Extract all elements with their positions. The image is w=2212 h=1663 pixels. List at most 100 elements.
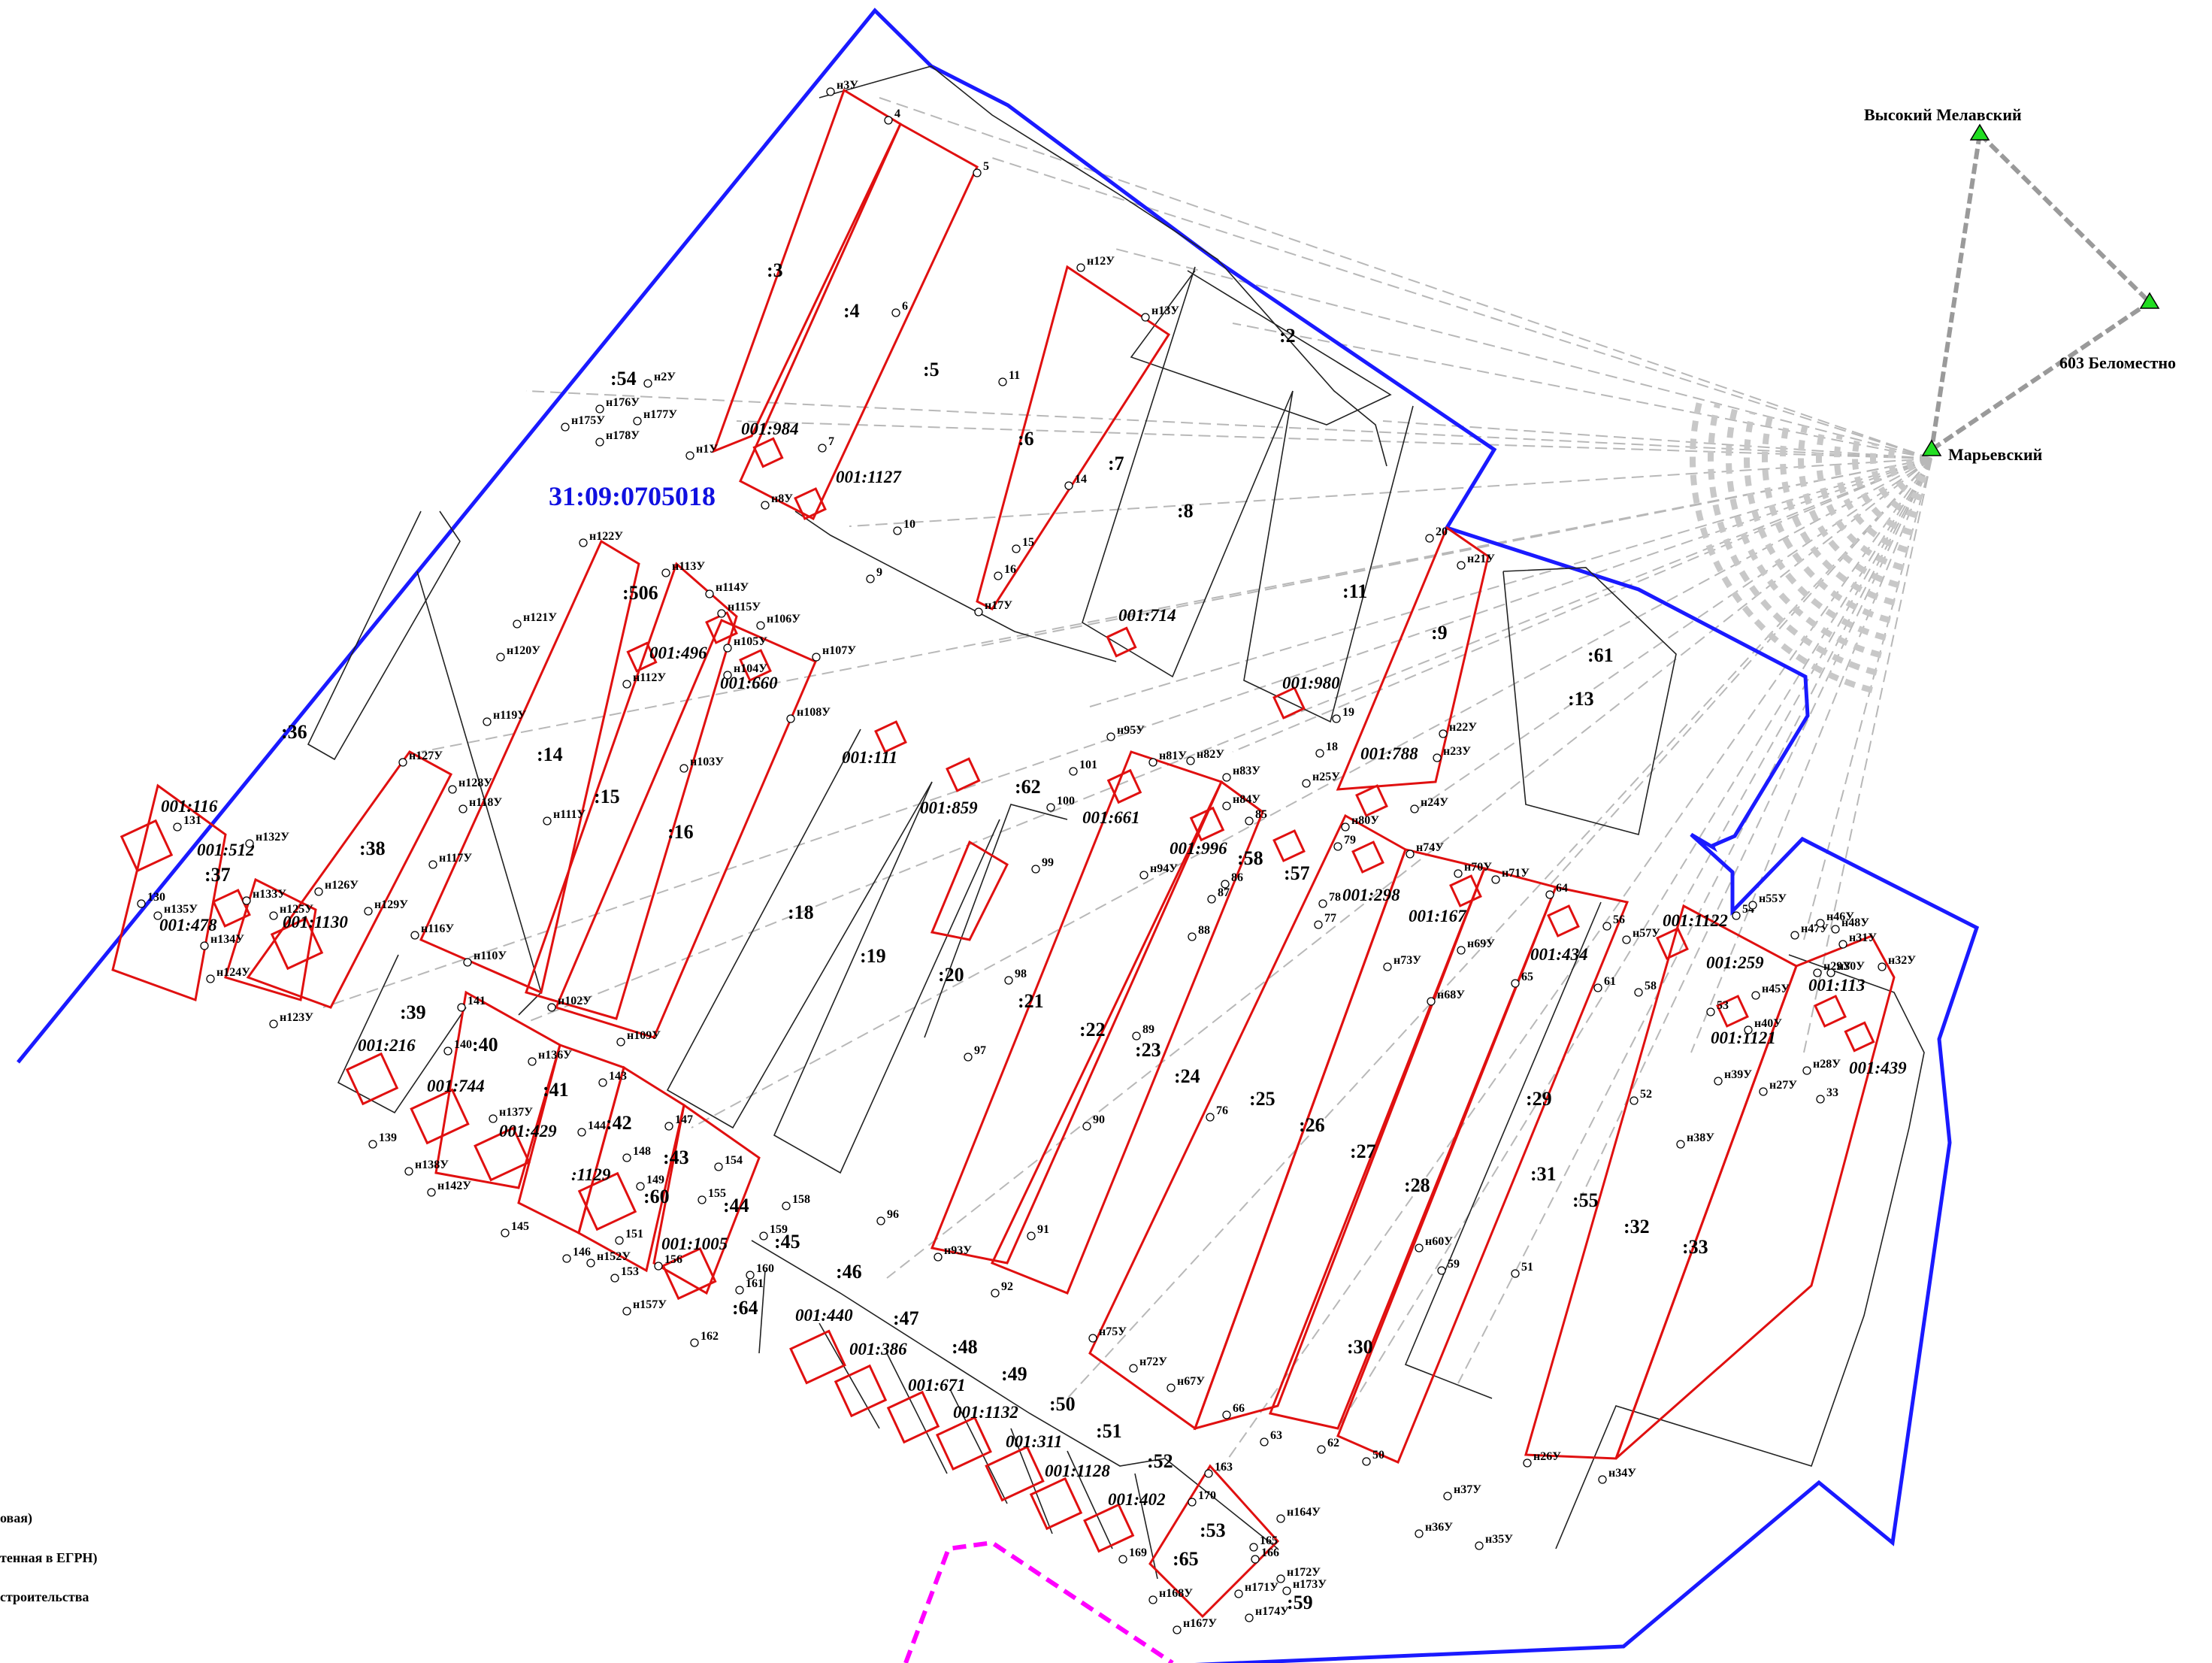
vertex-marker [685, 451, 694, 460]
cadastral-number-label: 001:440 [795, 1306, 853, 1325]
parcel-label: :8 [1177, 500, 1194, 522]
survey-ray [1578, 458, 1932, 1204]
cadastral-number-label: 001:216 [358, 1036, 416, 1055]
parcel-label: :506 [622, 582, 658, 604]
point-label: н25У [1312, 771, 1340, 783]
parcel-label: :29 [1526, 1088, 1552, 1110]
vertex-marker [368, 1140, 377, 1149]
point-label: 144 [588, 1119, 606, 1132]
survey-ray [1457, 458, 1932, 1384]
vertex-marker [991, 1289, 1000, 1298]
survey-ray [525, 390, 1932, 459]
geodetic-point-icon [1969, 123, 1990, 141]
vertex-marker [1602, 922, 1611, 931]
vertex-marker [410, 931, 419, 940]
parcel-label: :21 [1018, 990, 1044, 1012]
vertex-marker [1082, 1122, 1091, 1131]
parcel-label: :32 [1623, 1216, 1650, 1237]
parcel-label: :15 [594, 786, 620, 807]
point-label: н36У [1425, 1521, 1453, 1534]
building-footprints [120, 437, 1875, 1553]
parcel-label: :45 [774, 1231, 800, 1253]
cadastral-number-label: 001:386 [849, 1340, 907, 1359]
point-label: н32У [1888, 954, 1916, 967]
cadastral-number-label: 001:859 [920, 798, 978, 817]
cadastral-number-label: 001:996 [1170, 839, 1227, 858]
geodetic-network [1929, 132, 2152, 452]
point-label: н136У [538, 1049, 572, 1062]
cadastral-number-label: 001:744 [427, 1077, 485, 1095]
survey-arc [1852, 438, 1914, 536]
vertex-marker [1206, 1113, 1215, 1122]
point-label: 19 [1342, 706, 1354, 719]
cadastral-number-label: 001:298 [1342, 886, 1400, 904]
cadastral-number-label: 001:111 [842, 748, 897, 767]
point-label: н106У [767, 613, 800, 626]
vertex-marker [735, 1286, 744, 1295]
point-label: 98 [1015, 968, 1027, 980]
cadastral-number-label: 001:116 [161, 797, 218, 816]
point-label: 162 [701, 1330, 719, 1343]
cadastral-number-labels: 001:984 001:1127 001:714 001:980 001:788 001:… [159, 420, 1907, 1509]
vertex-marker [893, 526, 902, 535]
vertex-marker [934, 1253, 943, 1262]
parcel-red-boundaries [111, 88, 1896, 1619]
vertex-marker [501, 1228, 510, 1237]
cadastral-number-label: 001:167 [1409, 907, 1467, 925]
vertex-marker [562, 1254, 571, 1263]
point-label: н67У [1177, 1375, 1205, 1388]
point-label: н2У [654, 371, 676, 383]
vertex-marker [1457, 946, 1466, 955]
point-label: 58 [1645, 980, 1657, 992]
point-label: 50 [1372, 1449, 1384, 1462]
vertex-marker [1245, 816, 1254, 825]
point-label: 5 [983, 160, 989, 173]
point-label: 14 [1075, 473, 1087, 486]
vertex-marker [679, 764, 688, 773]
vertex-marker [818, 444, 827, 453]
point-label: н172У [1287, 1566, 1321, 1579]
vertex-marker [1251, 1555, 1260, 1564]
vertex-marker [622, 680, 631, 689]
vertex-marker [1826, 968, 1835, 977]
point-label: н134У [210, 933, 244, 946]
parcel-label: :53 [1200, 1519, 1226, 1541]
parcel-label: :37 [204, 864, 231, 886]
vertex-marker [1132, 1031, 1141, 1041]
point-label: н167У [1183, 1617, 1217, 1630]
parcel-label: :30 [1347, 1336, 1373, 1358]
vertex-marker [664, 1122, 673, 1131]
cadastral-number-label: 001:1005 [661, 1234, 728, 1253]
point-label: 11 [1009, 369, 1020, 382]
vertex-marker [826, 87, 835, 96]
vertex-marker [717, 609, 726, 618]
point-label: н72У [1139, 1356, 1167, 1368]
vertex-marker [705, 589, 714, 598]
vertex-marker [577, 1128, 586, 1137]
vertex-marker [153, 911, 162, 920]
point-label: 148 [633, 1145, 651, 1158]
vertex-marker [483, 717, 492, 726]
vertex-marker [884, 116, 893, 125]
point-label: 160 [756, 1262, 774, 1275]
cadastral-number-label: 001:259 [1706, 953, 1764, 972]
vertex-marker [598, 1078, 607, 1087]
parcel-label: :43 [663, 1147, 689, 1168]
vertex-marker [561, 423, 570, 432]
point-label: 15 [1022, 536, 1034, 549]
survey-arc [1906, 452, 1927, 483]
point-label: н135У [164, 903, 198, 916]
point-label: н12У [1087, 255, 1115, 268]
vertex-marker [1064, 481, 1073, 490]
point-label: 131 [183, 814, 201, 827]
vertex-marker [1276, 1514, 1285, 1523]
vertex-marker [1317, 1445, 1326, 1454]
parcel-label: :38 [359, 838, 386, 859]
vertex-marker [1629, 1096, 1639, 1105]
parcel-label: :60 [643, 1186, 670, 1207]
vertex-marker [622, 1153, 631, 1162]
vertex-marker [1802, 1066, 1811, 1075]
point-labels: н3У4567н12Ун13У11141516н17У910н8Ун1Ун2Ун… [147, 79, 1916, 1630]
vertex-marker [1188, 932, 1197, 941]
legend-fragment: тенная в ЕГРН) [0, 1550, 97, 1566]
